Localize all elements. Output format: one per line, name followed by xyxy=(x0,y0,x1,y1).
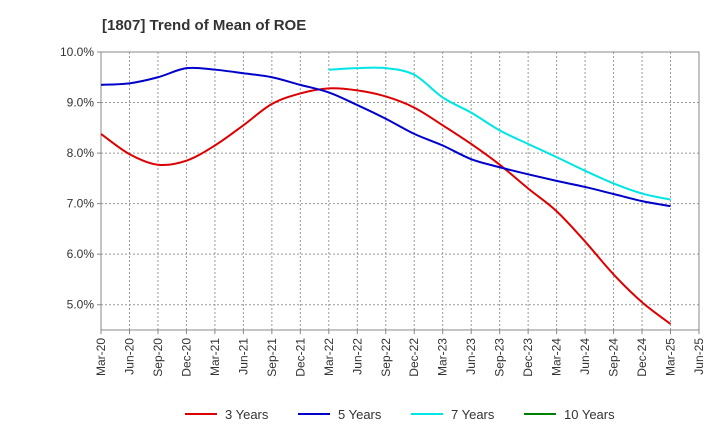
x-tick-label: Dec-22 xyxy=(407,338,421,377)
x-tick-label: Mar-22 xyxy=(322,338,336,376)
x-tick-label: Dec-20 xyxy=(179,338,193,377)
chart-title: [1807] Trend of Mean of ROE xyxy=(102,17,306,34)
series-line-3-years xyxy=(100,87,672,325)
x-tick-label: Dec-21 xyxy=(293,338,307,377)
grid xyxy=(101,52,699,330)
x-tick-label: Mar-24 xyxy=(550,338,564,376)
x-axis: Mar-20 Jun-20 Sep-20 Dec-20 Mar-21 Jun-21 Sep-… xyxy=(94,330,706,377)
legend-label-7-years: 7 Years xyxy=(451,407,495,422)
x-tick-label: Mar-20 xyxy=(94,338,108,376)
y-tick-label: 8.0% xyxy=(67,146,95,160)
x-tick-label: Sep-24 xyxy=(607,338,621,377)
x-tick-label: Sep-20 xyxy=(151,338,165,377)
y-tick-label: 9.0% xyxy=(67,96,95,110)
legend-label-10-years: 10 Years xyxy=(564,407,615,422)
x-tick-label: Mar-23 xyxy=(436,338,450,376)
x-tick-label: Sep-23 xyxy=(493,338,507,377)
x-tick-label: Sep-21 xyxy=(265,338,279,377)
series-line-7-years xyxy=(328,66,671,201)
y-tick-label: 5.0% xyxy=(67,298,95,312)
y-tick-label: 7.0% xyxy=(67,197,95,211)
series-lines xyxy=(100,66,672,325)
plot-area-border xyxy=(100,51,700,331)
series-line-5-years xyxy=(100,66,671,208)
x-tick-label: Sep-22 xyxy=(379,338,393,377)
legend-label-5-years: 5 Years xyxy=(338,407,382,422)
y-tick-label: 10.0% xyxy=(60,45,94,59)
y-axis: 5.0% 6.0% 7.0% 8.0% 9.0% 10.0% xyxy=(60,45,101,312)
legend: 3 Years 5 Years 7 Years 10 Years xyxy=(185,407,615,422)
x-tick-label: Jun-24 xyxy=(578,338,592,375)
x-tick-label: Jun-22 xyxy=(350,338,364,375)
x-tick-label: Jun-21 xyxy=(236,338,250,375)
legend-label-3-years: 3 Years xyxy=(225,407,269,422)
y-tick-label: 6.0% xyxy=(67,247,95,261)
x-tick-label: Jun-25 xyxy=(692,338,706,375)
x-tick-label: Dec-23 xyxy=(521,338,535,377)
x-tick-label: Jun-23 xyxy=(464,338,478,375)
x-tick-label: Mar-21 xyxy=(208,338,222,376)
x-tick-label: Mar-25 xyxy=(664,338,678,376)
x-tick-label: Jun-20 xyxy=(122,338,136,375)
x-tick-label: Dec-24 xyxy=(635,338,649,377)
